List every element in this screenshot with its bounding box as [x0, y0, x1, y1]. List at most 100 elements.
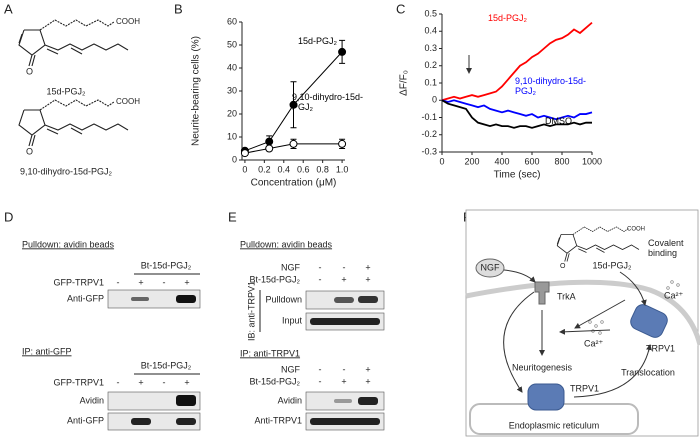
structure — [18, 99, 129, 147]
trpv1 — [527, 383, 565, 411]
sign: + — [341, 274, 346, 284]
band — [310, 318, 380, 325]
sign: - — [319, 262, 322, 272]
series-label-box: 9,10-dihydro-15d-PGJ₂ — [292, 92, 363, 112]
band — [176, 295, 196, 303]
sign: + — [365, 364, 370, 374]
sign: + — [138, 377, 143, 387]
sign: - — [163, 277, 166, 287]
sign: - — [163, 377, 166, 387]
y-tick-label: 30 — [227, 85, 237, 95]
series-line — [441, 99, 592, 129]
x-tick-label: 1.0 — [336, 164, 349, 174]
panel-label: B — [174, 1, 183, 16]
compound-label: 15d-PGJ₂ — [46, 86, 86, 96]
y-tick-label: 0.2 — [424, 60, 437, 70]
series-line — [244, 143, 343, 154]
sign: + — [184, 277, 189, 287]
sign: + — [138, 277, 143, 287]
covalent-label-box: Covalent binding — [648, 238, 684, 258]
ngf — [475, 258, 505, 278]
series-line — [441, 99, 593, 121]
sign: + — [184, 377, 189, 387]
sign: - — [343, 262, 346, 272]
y-tick-label: 10 — [227, 131, 237, 141]
band — [310, 418, 380, 425]
y-tick-label: -0.2 — [421, 129, 437, 139]
series-label: 15d-PGJ₂ — [488, 13, 528, 23]
trka-label: TrkA — [557, 291, 576, 301]
trpv1-label: TRPV1 — [646, 343, 675, 353]
band — [334, 399, 352, 403]
marker — [240, 149, 249, 158]
treatment-label: Bt-15d-PGJ₂ — [141, 260, 192, 270]
x-axis-label: Time (sec) — [494, 170, 541, 181]
band — [131, 418, 151, 425]
ligand-label: 15d-PGJ₂ — [592, 260, 632, 270]
er-label: Endoplasmic reticulum — [509, 420, 600, 430]
section-title: Pulldown: avidin beads — [240, 239, 333, 249]
sign: - — [319, 364, 322, 374]
marker — [338, 47, 347, 56]
acid-label: COOH — [627, 227, 645, 233]
y-tick-label: 0 — [232, 154, 237, 164]
blot — [107, 412, 201, 431]
y-tick-label: 50 — [227, 39, 237, 49]
covalent-label: Covalent binding — [648, 238, 684, 258]
ngf-label: NGF — [481, 262, 501, 272]
blot-label: Pulldown — [265, 294, 302, 304]
oxo-label: O — [26, 146, 33, 156]
acid-label: COOH — [116, 97, 140, 106]
blot-label: Input — [282, 315, 303, 325]
oxo-label: O — [560, 263, 566, 270]
ions — [588, 280, 680, 335]
sign: + — [365, 376, 370, 386]
y-tick-label: 0.5 — [424, 8, 437, 18]
y-tick-label: -0.1 — [421, 112, 437, 122]
x-tick-label: 0.2 — [258, 164, 271, 174]
sign: - — [117, 277, 120, 287]
y-tick-label: 40 — [227, 62, 237, 72]
y-tick-label: 0.1 — [424, 77, 437, 87]
row-label: Bt-15d-PGJ₂ — [249, 274, 300, 284]
blot-label: Anti-GFP — [67, 293, 104, 303]
arrows — [503, 269, 652, 398]
acid-label: COOH — [116, 17, 140, 26]
ib-label: IB: anti-TRPV1 — [246, 281, 256, 341]
x-tick-label: 0 — [242, 164, 247, 174]
y-axis-label: Neurite-bearing cells (%) — [191, 36, 202, 146]
sign: - — [117, 377, 120, 387]
row-label: NGF — [281, 364, 301, 374]
x-axis-label: Concentration (μM) — [251, 178, 337, 189]
y-tick-label: 0 — [432, 95, 437, 105]
x-tick-label: 0.4 — [278, 164, 291, 174]
band — [358, 397, 378, 405]
series-line — [441, 21, 593, 102]
band — [176, 395, 196, 406]
blot-label: Anti-TRPV1 — [254, 415, 302, 425]
band — [176, 418, 196, 425]
x-tick-label: 800 — [554, 156, 569, 166]
row-label: GFP-TRPV1 — [53, 277, 104, 287]
row-label: Bt-15d-PGJ₂ — [249, 376, 300, 386]
compound-label: 9,10-dihydro-15d-PGJ₂ — [20, 166, 113, 176]
trpv1 — [630, 304, 668, 338]
panel-label: A — [4, 1, 13, 16]
sign: + — [365, 262, 370, 272]
marker — [289, 100, 298, 109]
trka — [534, 281, 550, 305]
section-title: Pulldown: avidin beads — [22, 239, 115, 249]
series-label: 15d-PGJ₂ — [298, 36, 338, 46]
panel-label: D — [4, 209, 13, 224]
x-tick-label: 600 — [524, 156, 539, 166]
series-label-box: 15d-PGJ₂ — [298, 36, 338, 46]
row-label: NGF — [281, 262, 301, 272]
series-label-box: 9,10-dihydro-15d-PGJ₂ — [515, 76, 586, 96]
calcium-label: Ca²⁺ — [584, 338, 604, 348]
y-tick-label: 60 — [227, 16, 237, 26]
sign: + — [341, 376, 346, 386]
marker — [338, 139, 347, 148]
oxo-label: O — [26, 66, 33, 76]
